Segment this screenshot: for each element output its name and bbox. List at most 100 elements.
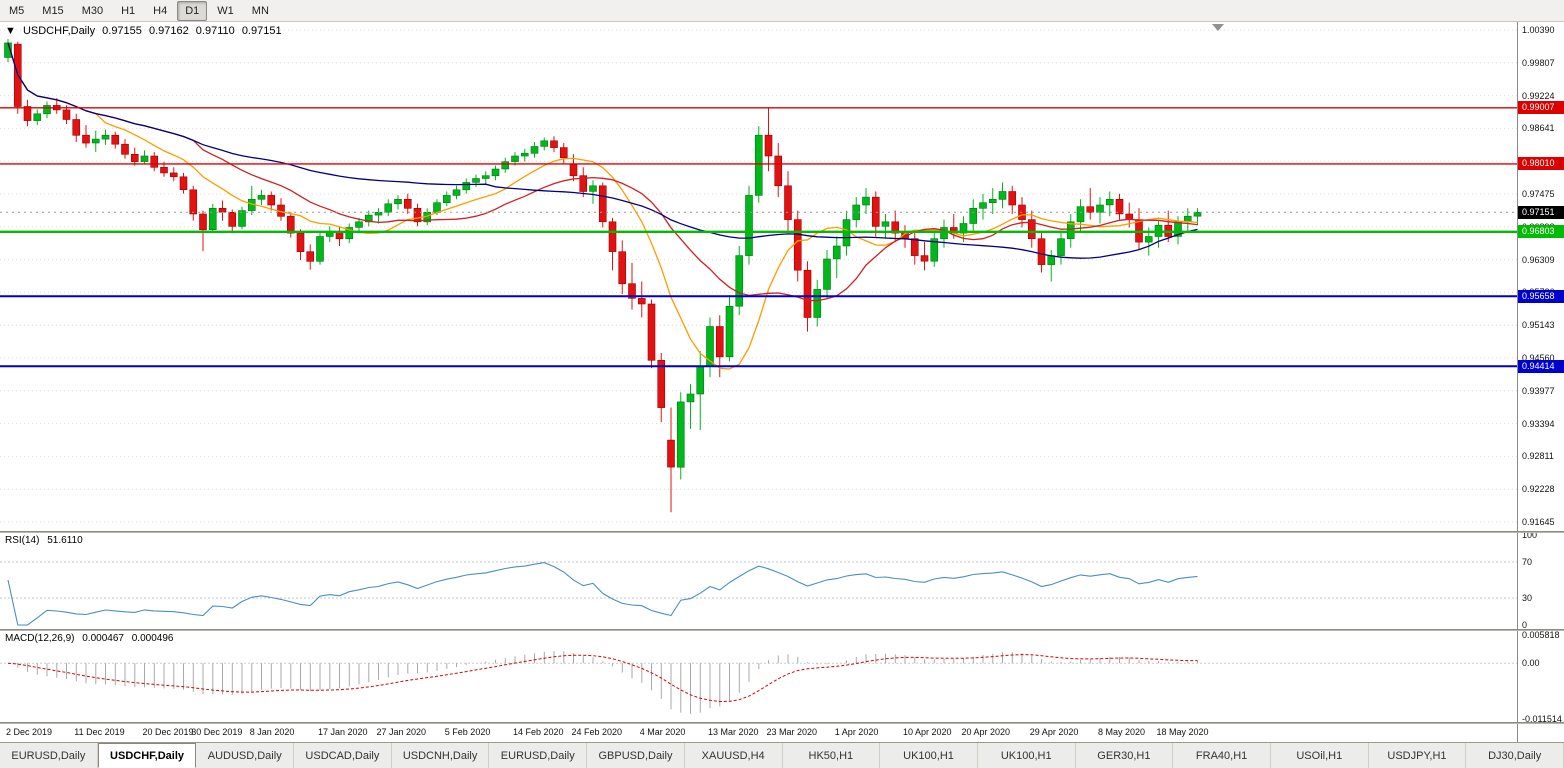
collapse-icon[interactable]: ▼	[5, 25, 16, 37]
macd-panel[interactable]: MACD(12,26,9) 0.000467 0.000496	[0, 631, 1517, 722]
chart-tab-ger30-h1[interactable]: GER30,H1	[1075, 743, 1174, 768]
macd-axis-tick: 0.005818	[1522, 630, 1560, 640]
chart-tab-usdchf-daily[interactable]: USDCHF,Daily	[97, 743, 197, 768]
date-axis-label: 8 May 2020	[1098, 727, 1146, 737]
price-axis-tick: 0.98641	[1522, 123, 1555, 134]
chart-tab-eurusd-daily[interactable]: EURUSD,Daily	[0, 743, 98, 768]
level-price-tag: 0.95658	[1518, 289, 1564, 303]
ohlc-high: 0.97162	[148, 25, 189, 37]
timeframe-button-mn[interactable]: MN	[251, 4, 269, 17]
chart-tab-uk100-h1[interactable]: UK100,H1	[977, 743, 1076, 768]
date-axis-label: 8 Jan 2020	[249, 727, 295, 737]
chart-symbol-period: USDCHF,Daily	[22, 25, 96, 37]
date-axis-label: 11 Dec 2019	[74, 727, 125, 737]
chart-tab-eurusd-daily[interactable]: EURUSD,Daily	[489, 743, 588, 768]
macd-main-value: 0.000467	[82, 633, 124, 644]
macd-signal-line	[7, 654, 1198, 703]
level-price-tag: 0.96803	[1518, 225, 1564, 239]
chart-tab-xauusd-h4[interactable]: XAUUSD,H4	[684, 743, 783, 768]
candles	[4, 39, 1202, 513]
date-axis-label: 29 Apr 2020	[1029, 727, 1079, 737]
macd-signal-value: 0.000496	[131, 633, 174, 644]
price-axis-tick: 0.97475	[1522, 189, 1555, 199]
date-axis-label: 10 Apr 2020	[903, 727, 952, 737]
timeframe-toolbar: M5 M15 M30 H1 H4 D1 W1 MN	[0, 0, 1564, 22]
macd-name: MACD(12,26,9)	[5, 633, 75, 644]
timeframe-button-w1[interactable]: W1	[217, 4, 234, 17]
panel-splitter-macd[interactable]	[0, 629, 1564, 631]
price-axis-tick: 0.99224	[1522, 90, 1555, 101]
rsi-axis-tick: 70	[1522, 557, 1533, 567]
rsi-label: RSI(14) 51.6110	[5, 535, 88, 546]
date-axis-label: 17 Jan 2020	[318, 727, 368, 737]
price-axis-tick: 0.94560	[1522, 353, 1555, 363]
chart-tab-usdcad-daily[interactable]: USDCAD,Daily	[294, 743, 392, 768]
ma-20-line[interactable]	[7, 42, 1198, 302]
price-axis-tick: 0.96309	[1522, 254, 1555, 265]
timeframe-button-m15[interactable]: M15	[42, 4, 64, 17]
ma-10-line[interactable]	[7, 42, 1198, 370]
price-axis-tick: 0.95143	[1522, 320, 1555, 331]
chart-tab-gbpusd-daily[interactable]: GBPUSD,Daily	[587, 743, 685, 768]
chart-header: ▼ USDCHF,Daily 0.97155 0.97162 0.97110 0…	[5, 25, 286, 37]
timeframe-button-h4[interactable]: H4	[153, 4, 168, 17]
rsi-axis-tick: 100	[1522, 530, 1538, 540]
level-price-tag: 0.99007	[1518, 101, 1564, 115]
ma-50-line[interactable]	[7, 42, 1198, 259]
date-axis-label: 20 Apr 2020	[961, 727, 1011, 737]
chart-tab-usoil-h1[interactable]: USOil,H1	[1270, 743, 1369, 768]
date-axis-label: 30 Dec 2019	[191, 727, 243, 737]
price-axis-tick: 0.92228	[1522, 484, 1555, 495]
price-axis[interactable]: 1.003900.998070.992240.986410.980580.974…	[1517, 22, 1564, 742]
chart-tab-hk50-h1[interactable]: HK50,H1	[782, 743, 881, 768]
price-axis-tick: 0.92811	[1522, 451, 1554, 462]
chart-tab-audusd-daily[interactable]: AUDUSD,Daily	[196, 743, 295, 768]
chart-tabs: EURUSD,Daily USDCHF,Daily AUDUSD,Daily USDC…	[0, 742, 1564, 768]
chart-shift-marker[interactable]	[1212, 24, 1224, 31]
price-axis-tick: 0.99807	[1522, 57, 1555, 68]
date-axis-label: 27 Jan 2020	[376, 727, 427, 737]
date-axis[interactable]: 2 Dec 2019 11 Dec 2019 20 Dec 2019 30 Dec 2…	[0, 724, 1517, 742]
rsi-name: RSI(14)	[5, 535, 40, 546]
price-axis-tick: 0.91645	[1522, 517, 1555, 527]
chart-tab-fra40-h1[interactable]: FRA40,H1	[1173, 743, 1271, 768]
price-axis-tick: 0.93977	[1522, 385, 1555, 396]
timeframe-button-m5[interactable]: M5	[9, 4, 25, 17]
macd-histogram	[17, 651, 1198, 714]
date-axis-label: 13 Mar 2020	[708, 727, 759, 737]
chart-tab-dj30-daily[interactable]: DJ30,Daily	[1466, 743, 1564, 768]
rsi-value: 51.6110	[47, 535, 83, 546]
ohlc-close: 0.97151	[241, 25, 282, 37]
timeframe-button-m30[interactable]: M30	[81, 4, 104, 17]
rsi-line	[7, 562, 1198, 626]
panel-splitter-bottom	[0, 722, 1564, 724]
timeframe-button-h1[interactable]: H1	[121, 4, 136, 17]
date-axis-label: 5 Feb 2020	[444, 727, 491, 737]
date-axis-label: 23 Mar 2020	[766, 727, 818, 737]
price-chart-canvas[interactable]	[0, 22, 1517, 531]
rsi-panel[interactable]: RSI(14) 51.6110	[0, 533, 1517, 629]
macd-canvas	[0, 651, 1517, 714]
macd-label: MACD(12,26,9) 0.000467 0.000496	[5, 633, 178, 644]
price-axis-tick: 0.93394	[1522, 418, 1555, 429]
level-price-tag: 0.98010	[1518, 157, 1564, 171]
date-axis-label: 14 Feb 2020	[513, 727, 564, 737]
date-axis-label: 4 Mar 2020	[639, 727, 686, 737]
level-price-tag: 0.94414	[1518, 359, 1564, 373]
ohlc-low: 0.97110	[195, 25, 235, 37]
timeframe-button-d1[interactable]: D1	[177, 0, 208, 21]
date-axis-label: 18 May 2020	[1156, 727, 1209, 737]
rsi-axis-tick: 0	[1522, 620, 1528, 630]
chart-tab-usdcnh-daily[interactable]: USDCNH,Daily	[391, 743, 490, 768]
date-axis-label: 24 Feb 2020	[571, 727, 623, 737]
macd-axis-tick: -0.011514	[1522, 714, 1562, 724]
chart-tab-usdjpy-h1[interactable]: USDJPY,H1	[1368, 743, 1467, 768]
date-axis-label: 2 Dec 2019	[6, 727, 53, 737]
price-chart[interactable]: ▼ USDCHF,Daily 0.97155 0.97162 0.97110 0…	[0, 22, 1517, 531]
rsi-axis-tick: 30	[1522, 593, 1533, 603]
chart-tab-uk100-h1[interactable]: UK100,H1	[880, 743, 978, 768]
panel-splitter-rsi[interactable]	[0, 531, 1564, 533]
ohlc-open: 0.97155	[102, 25, 142, 37]
macd-axis-tick: 0.00	[1522, 658, 1540, 669]
